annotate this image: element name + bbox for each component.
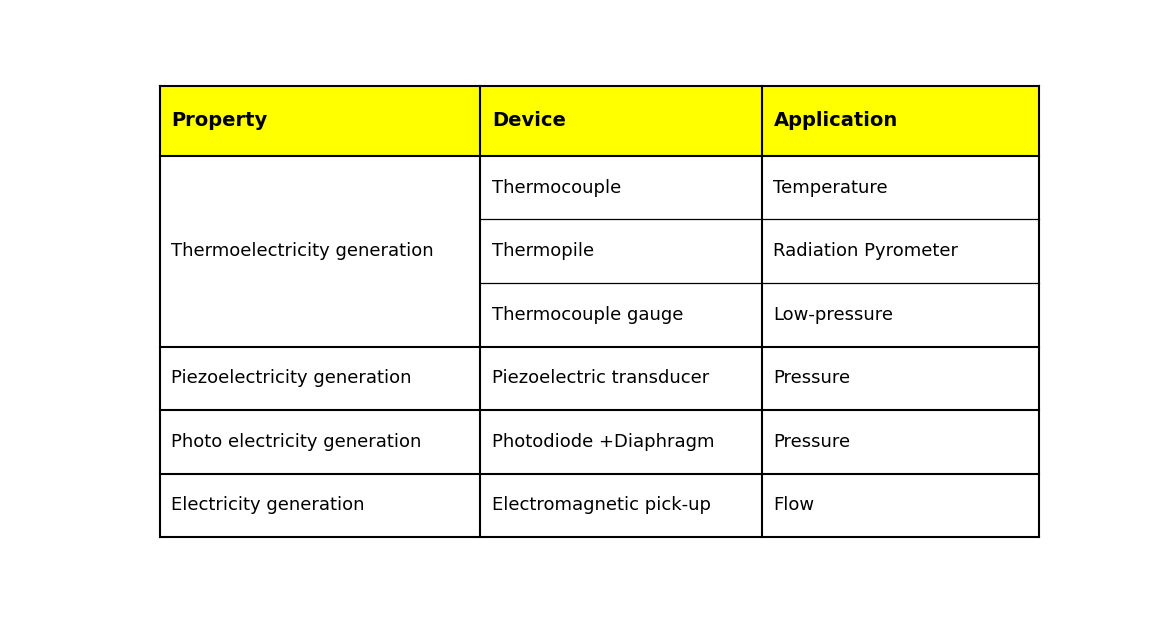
Text: Electromagnetic pick-up: Electromagnetic pick-up — [492, 497, 711, 515]
Bar — [480, 410, 762, 474]
Text: Application: Application — [774, 112, 898, 130]
Text: Photodiode +Diaphragm: Photodiode +Diaphragm — [492, 433, 714, 451]
Text: Electricity generation: Electricity generation — [172, 497, 365, 515]
Bar — [762, 474, 1038, 537]
Bar — [762, 347, 1038, 410]
Bar — [160, 156, 480, 347]
Bar — [762, 283, 1038, 347]
Text: Pressure: Pressure — [774, 433, 851, 451]
Bar — [160, 86, 480, 156]
Text: Piezoelectricity generation: Piezoelectricity generation — [172, 370, 411, 387]
Bar — [480, 156, 762, 220]
Bar — [480, 474, 762, 537]
Bar — [480, 86, 762, 156]
Text: Flow: Flow — [774, 497, 815, 515]
Text: Device: Device — [492, 112, 566, 130]
Bar — [160, 347, 480, 410]
Text: Pressure: Pressure — [774, 370, 851, 387]
Bar — [160, 410, 480, 474]
Bar — [480, 347, 762, 410]
Bar — [762, 220, 1038, 283]
Bar — [480, 283, 762, 347]
Bar — [762, 410, 1038, 474]
Bar — [160, 474, 480, 537]
Text: Piezoelectric transducer: Piezoelectric transducer — [492, 370, 710, 387]
Bar — [480, 220, 762, 283]
Bar — [762, 86, 1038, 156]
Text: Temperature: Temperature — [774, 179, 888, 197]
Text: Thermoelectricity generation: Thermoelectricity generation — [172, 242, 434, 260]
Text: Thermopile: Thermopile — [492, 242, 594, 260]
Text: Photo electricity generation: Photo electricity generation — [172, 433, 422, 451]
Text: Thermocouple: Thermocouple — [492, 179, 622, 197]
Text: Low-pressure: Low-pressure — [774, 306, 893, 324]
Bar — [762, 156, 1038, 220]
Text: Thermocouple gauge: Thermocouple gauge — [492, 306, 684, 324]
Text: Property: Property — [172, 112, 268, 130]
Text: Radiation Pyrometer: Radiation Pyrometer — [774, 242, 959, 260]
